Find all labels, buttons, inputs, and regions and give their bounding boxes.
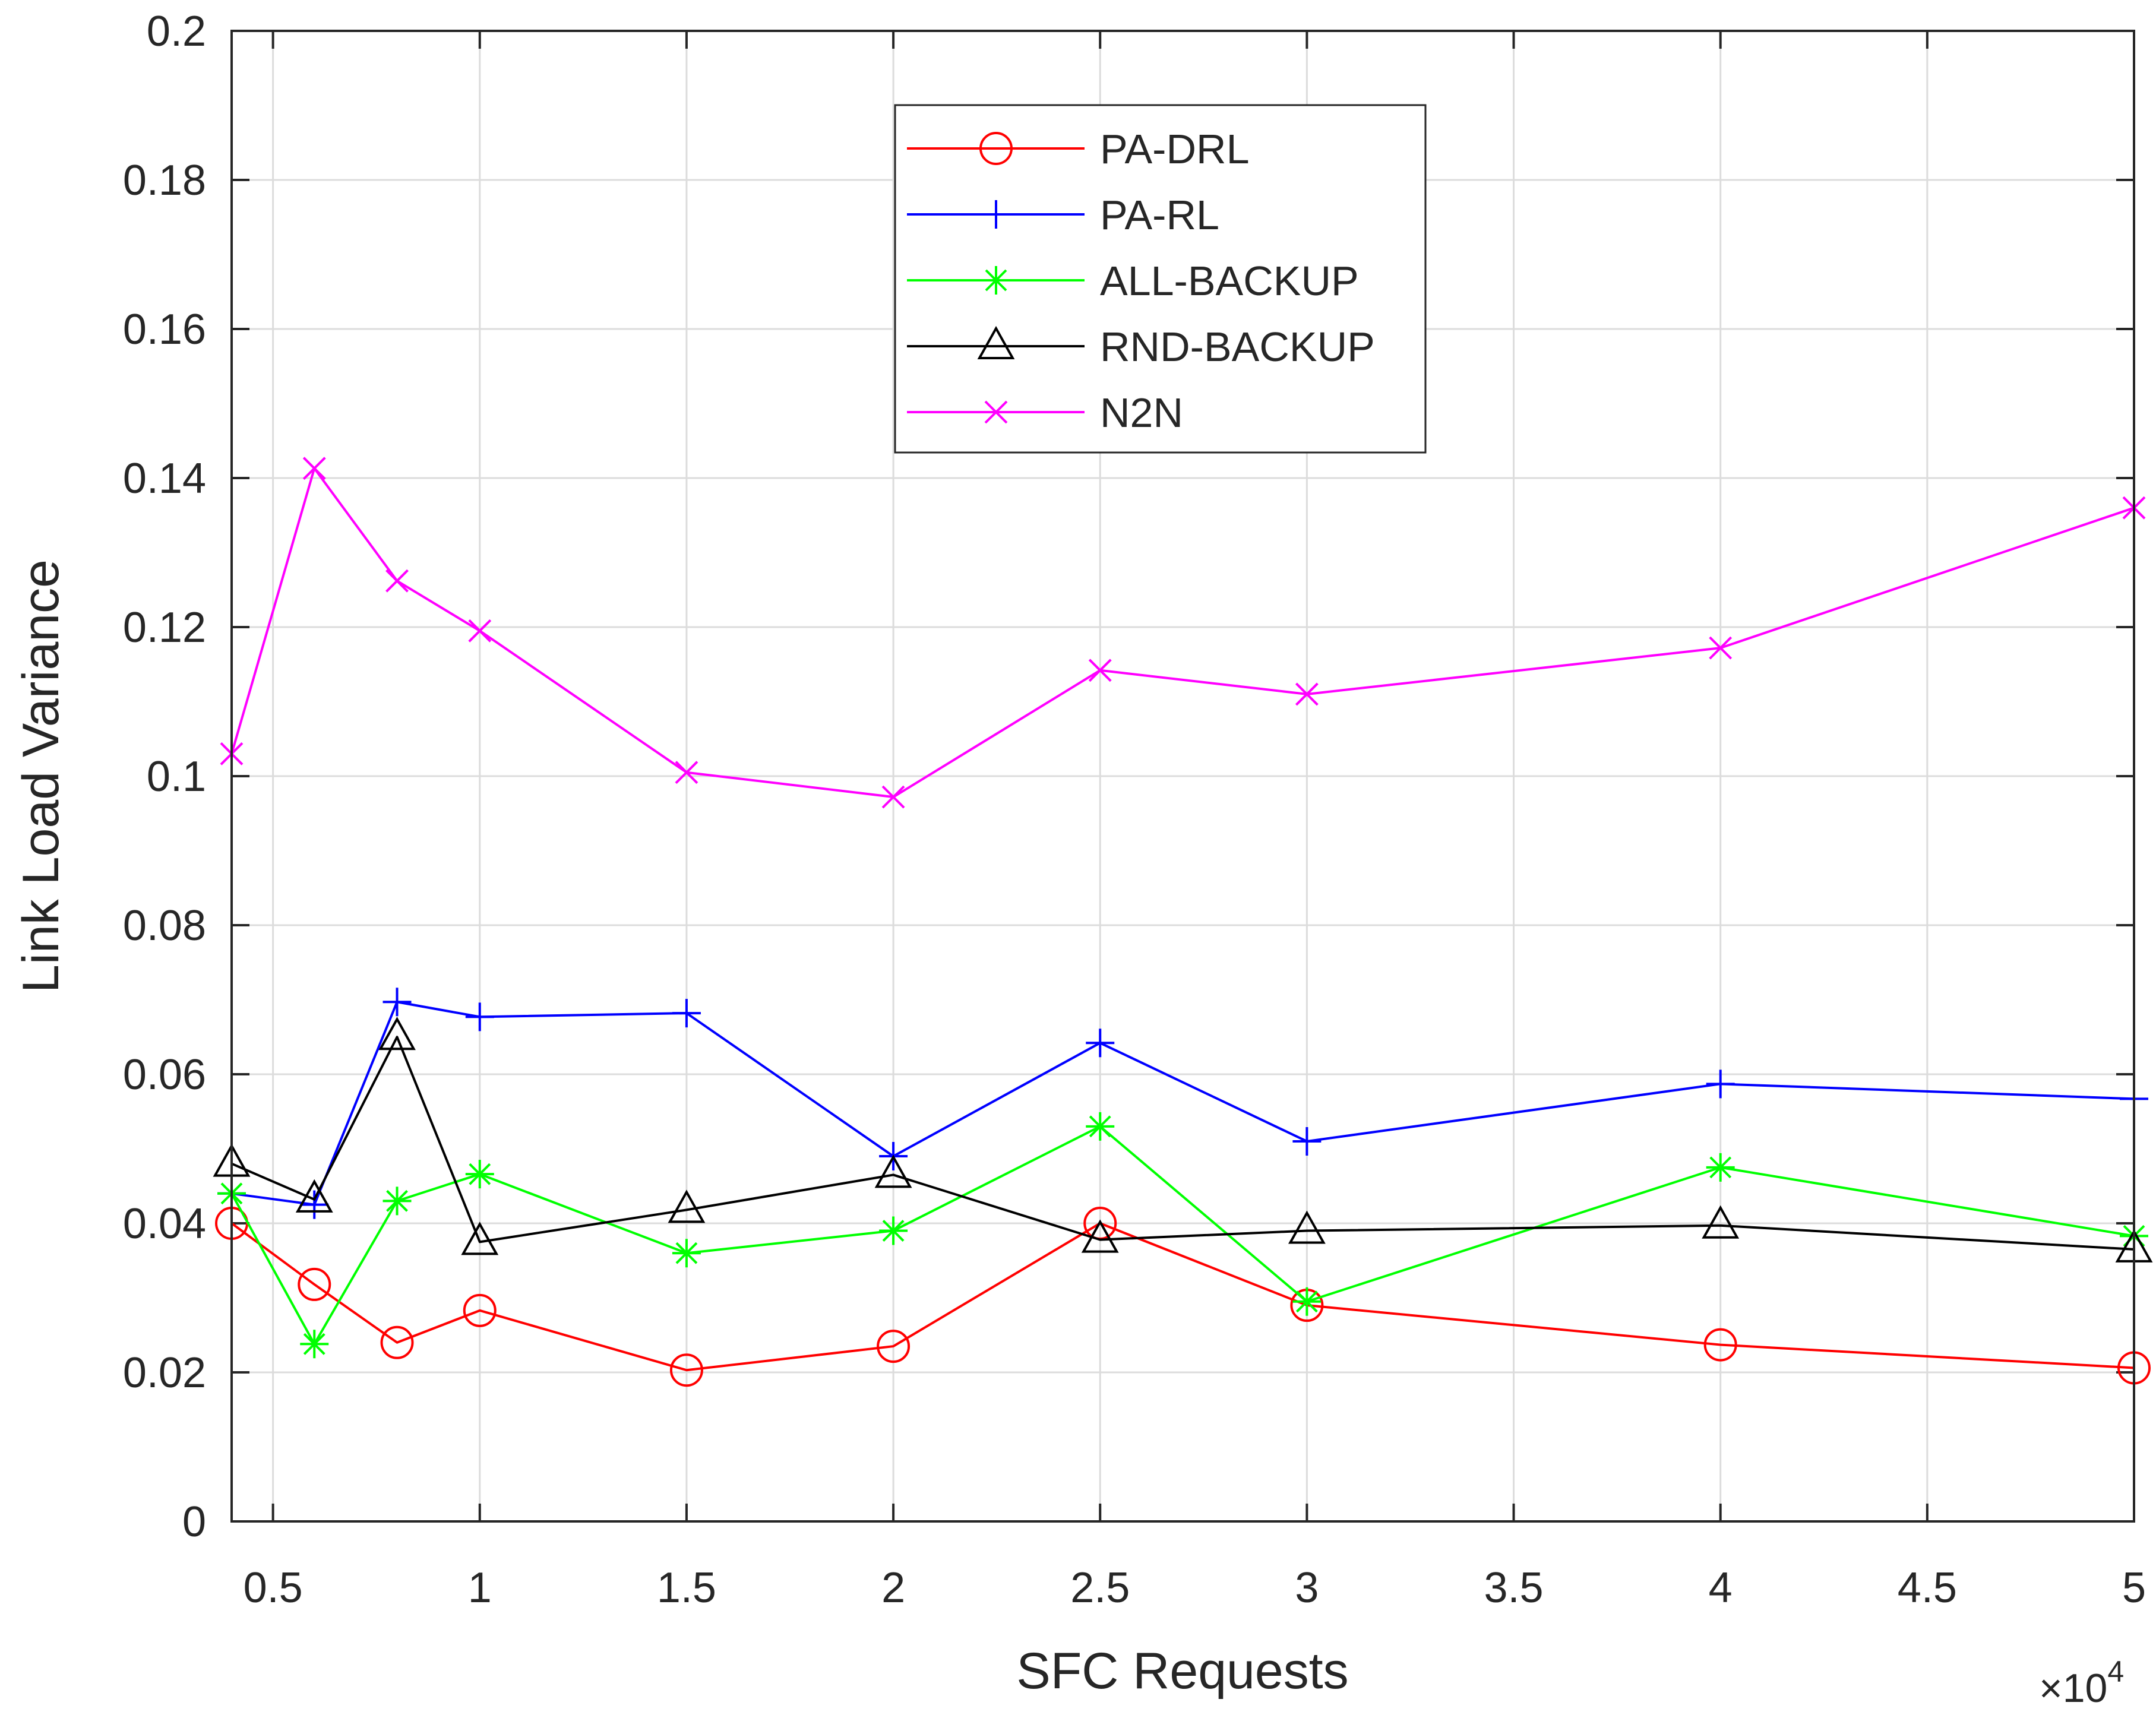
data-point-all-backup [1706,1153,1735,1182]
legend-item-pa-rl: PA-RL [907,192,1219,238]
y-tick-label: 0.14 [123,455,206,502]
y-tick-label: 0.18 [123,157,206,204]
data-point-rnd-backup [378,1017,416,1050]
data-point-n2n [1709,636,1733,660]
data-point-rnd-backup [1081,1219,1119,1253]
data-point-rnd-backup [461,1222,499,1255]
y-tick-label: 0.02 [123,1349,206,1397]
y-tick-label: 0.12 [123,604,206,651]
data-point-all-backup [1086,1112,1115,1141]
x-axis-label: SFC Requests [1016,1643,1348,1700]
y-tick-labels: 0 0.02 0.04 0.06 0.08 0.1 0.12 0.14 0.16 0.18 0.2 [123,8,206,1546]
data-point-pa-drl [1703,1328,1737,1362]
legend: PA-DRL PA-RL ALL-BACKUP RND-BACKUP N2N [894,104,1427,454]
legend-item-rnd-backup: RND-BACKUP [907,324,1375,370]
svg-text:×104: ×104 [2039,1655,2124,1711]
y-tick-label: 0.16 [123,306,206,353]
y-tick-label: 0.04 [123,1200,206,1248]
legend-marker-n2n [984,400,1008,424]
axes-box [230,30,2135,1523]
series-line-pa-rl [231,1001,2135,1206]
x-tick-label: 4 [1709,1564,1733,1612]
x-exponent-label: ×104 [2039,1655,2124,1711]
data-point-pa-rl [1086,1029,1115,1058]
x-tick-label: 4.5 [1898,1564,1957,1612]
data-point-all-backup [300,1330,329,1359]
y-tick-label: 0.08 [123,902,206,950]
x-exponent-base: 10 [2063,1666,2108,1711]
data-point-pa-drl [669,1353,703,1387]
data-point-n2n [675,761,698,784]
data-point-all-backup [465,1160,494,1189]
data-point-n2n [1295,682,1319,706]
y-tick-label: 0 [182,1498,206,1546]
data-point-n2n [1088,659,1112,682]
x-tick-labels: 0.5 1 1.5 2 2.5 3 3.5 4 4.5 5 [244,1564,2146,1612]
data-point-pa-rl [1292,1127,1322,1156]
series-line-all-backup [230,1125,2135,1346]
data-point-n2n [385,569,409,593]
legend-marker-pa-drl [979,132,1013,165]
data-point-pa-drl [380,1325,414,1359]
data-point-pa-drl [298,1267,331,1301]
legend-item-pa-drl: PA-DRL [907,126,1250,172]
legend-label: PA-DRL [1100,126,1250,172]
data-point-n2n [302,457,326,480]
data-point-pa-rl [1706,1069,1735,1099]
series-all-backup [217,1112,2148,1359]
legend-box [894,104,1427,454]
y-tick-label: 0.1 [147,753,206,800]
x-exponent-power: 4 [2107,1655,2124,1688]
data-point-all-backup [879,1216,908,1245]
data-point-pa-drl [877,1330,911,1363]
data-point-n2n [468,619,492,643]
legend-label: N2N [1100,390,1183,436]
series-rnd-backup [213,1017,2153,1262]
x-tick-label: 1.5 [657,1564,716,1612]
legend-marker-all-backup [982,266,1010,295]
data-point-rnd-backup [1702,1205,1740,1239]
data-point-pa-rl [300,1190,329,1219]
x-tick-label: 0.5 [244,1564,303,1612]
series-lines [213,457,2153,1387]
data-point-rnd-backup [1288,1210,1326,1244]
series-line-rnd-backup [231,1036,2135,1251]
x-tick-label: 3.5 [1484,1564,1543,1612]
series-line-n2n [230,467,2135,799]
y-tick-label: 0.2 [147,8,206,55]
x-tick-label: 5 [2122,1564,2146,1612]
x-tick-label: 2 [881,1564,905,1612]
x-tick-label: 3 [1295,1564,1319,1612]
x-tick-label: 2.5 [1070,1564,1130,1612]
data-point-pa-drl [463,1293,497,1327]
data-point-all-backup [672,1239,701,1268]
legend-item-n2n: N2N [907,390,1183,436]
data-point-rnd-backup [874,1154,912,1188]
data-point-all-backup [1292,1287,1322,1316]
data-point-rnd-backup [295,1179,333,1213]
data-point-n2n [881,785,905,809]
legend-marker-pa-rl [982,200,1010,229]
y-axis-label: Link Load Variance [12,559,69,993]
data-point-pa-rl [465,1002,494,1031]
legend-label: RND-BACKUP [1100,324,1375,370]
legend-item-all-backup: ALL-BACKUP [907,258,1359,304]
legend-label: PA-RL [1100,192,1219,238]
x-tick-label: 1 [468,1564,492,1612]
series-line-pa-drl [230,1222,2135,1372]
y-tick-label: 0.06 [123,1051,206,1099]
data-point-pa-rl [672,999,701,1028]
legend-label: ALL-BACKUP [1100,258,1359,304]
data-point-all-backup [382,1186,412,1216]
x-exponent-prefix: × [2039,1666,2063,1711]
legend-marker-rnd-backup [977,325,1015,359]
data-point-pa-rl [382,988,412,1017]
series-n2n [220,457,2146,809]
data-point-rnd-backup [668,1189,706,1223]
